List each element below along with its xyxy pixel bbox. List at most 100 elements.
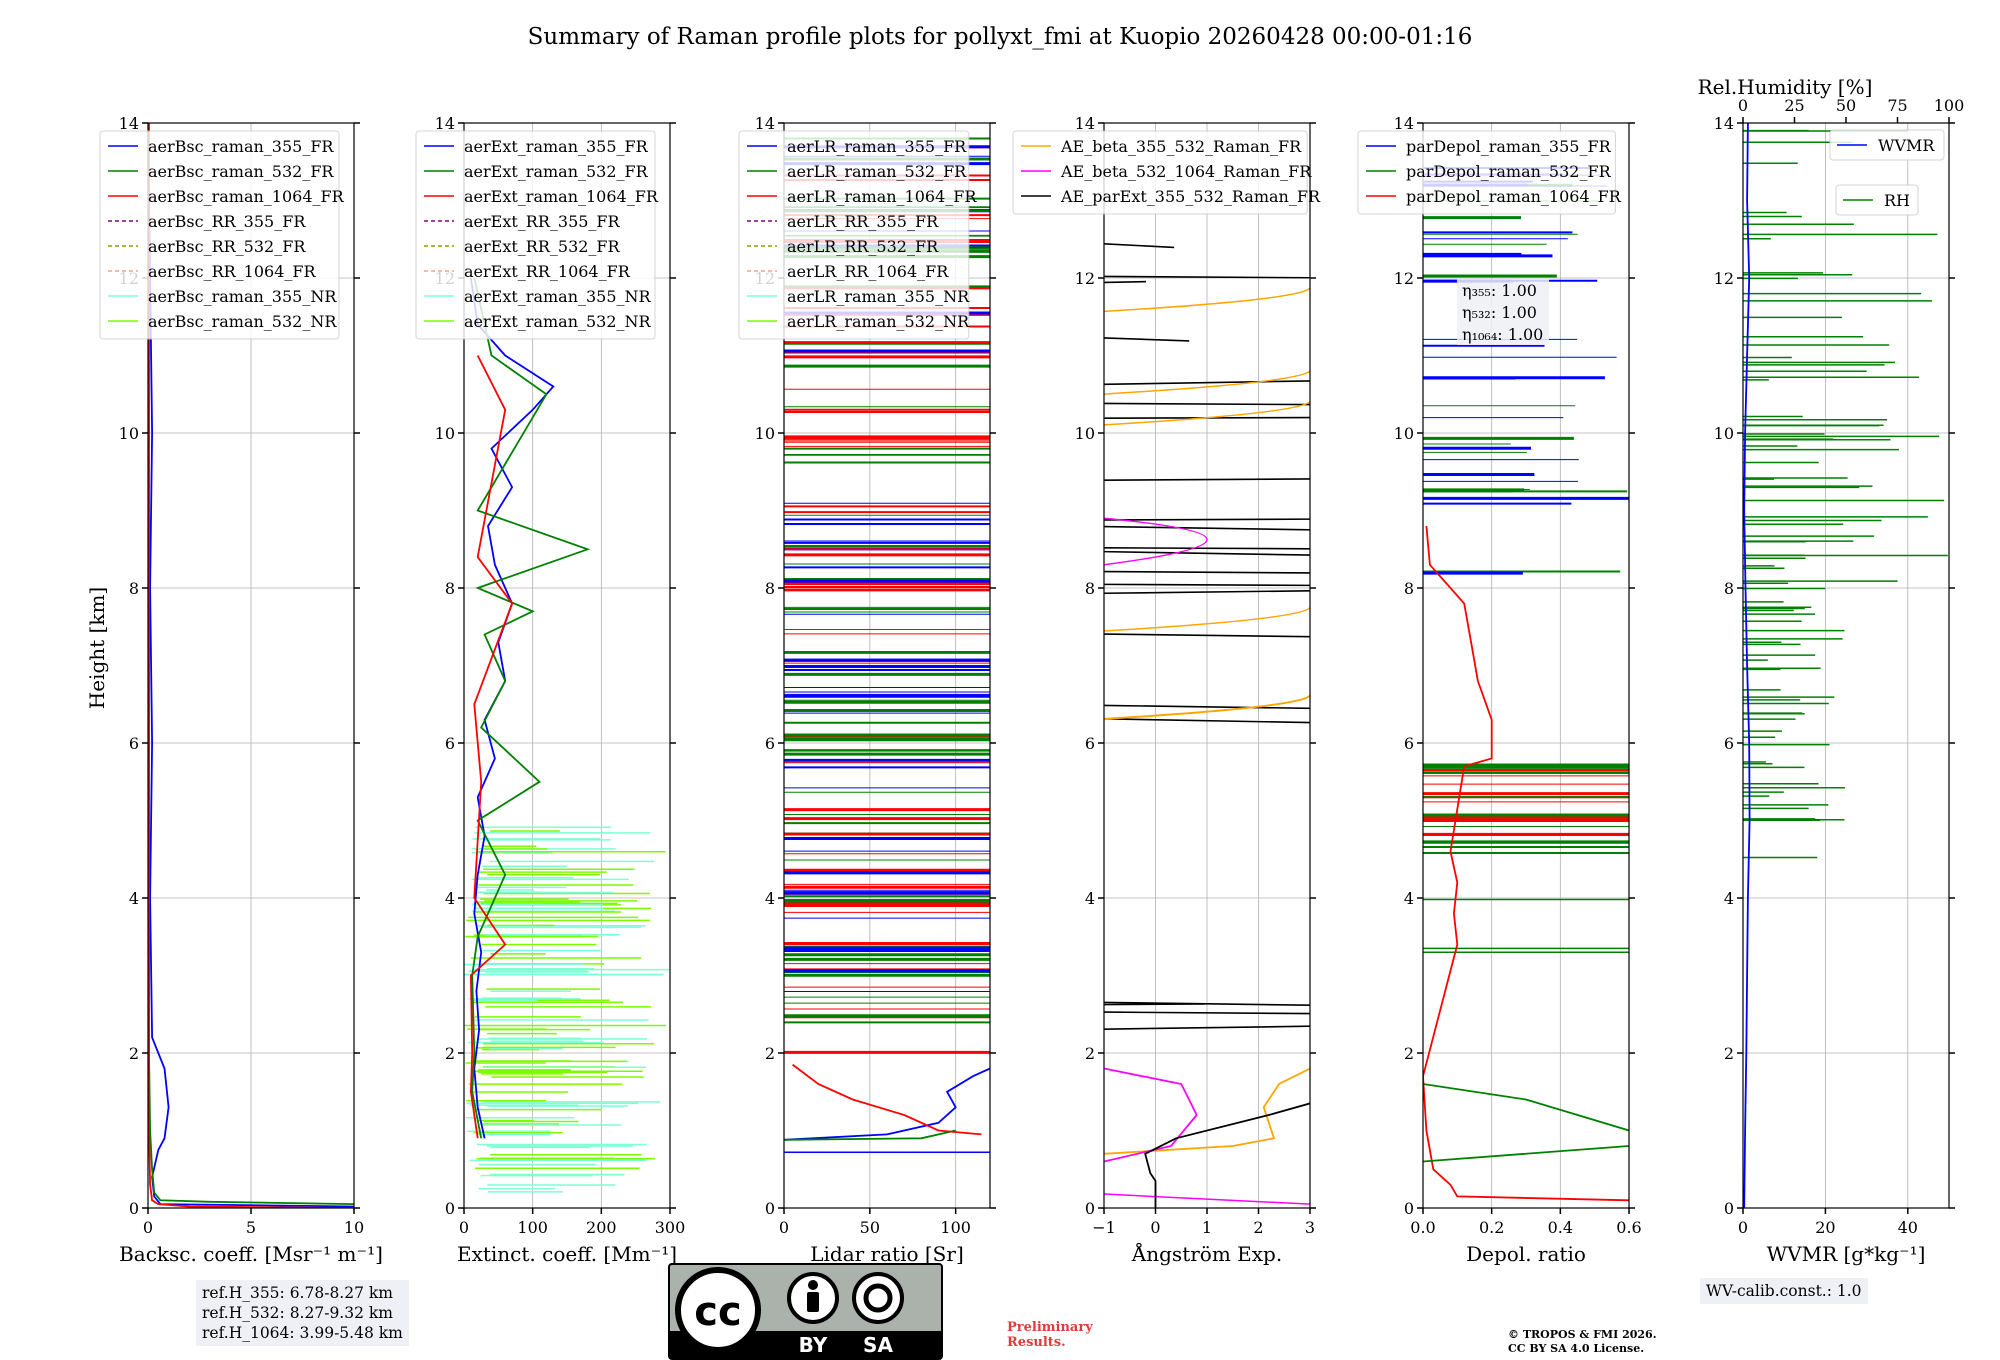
legend-label: aerExt_raman_355_NR [464, 287, 652, 306]
legend-label: AE_parExt_355_532_Raman_FR [1060, 187, 1321, 206]
top-tick-label: 75 [1887, 96, 1907, 115]
series-aerExt_raman_532_FR [471, 277, 591, 1139]
series-aerLR_raman_1064_FR [792, 1063, 982, 1136]
axes-frame [463, 122, 671, 1209]
preliminary-line2: Results. [1007, 1335, 1066, 1350]
ae-segment [1104, 1025, 1310, 1030]
legend-label: parDepol_raman_355_FR [1406, 137, 1612, 156]
x-tick-label: −1 [1092, 1218, 1116, 1237]
y-tick-label: 2 [765, 1044, 775, 1063]
x-tick-label: 100 [940, 1218, 971, 1237]
top-tick-label: 50 [1836, 96, 1856, 115]
copyright-line1: © TROPOS & FMI 2026. [1508, 1328, 1657, 1341]
y-tick-label: 0 [1724, 1199, 1734, 1218]
ae-segment [1104, 337, 1190, 342]
legend-label: aerLR_raman_532_NR [787, 312, 970, 331]
x-tick-label: 0.2 [1479, 1218, 1504, 1237]
legend-label: parDepol_raman_532_FR [1406, 162, 1612, 181]
legend-box [99, 130, 340, 340]
legend-label: aerExt_RR_355_FR [464, 212, 621, 231]
series-WVMR [1743, 123, 1751, 1208]
y-tick-label: 6 [129, 734, 139, 753]
ae-segment [1104, 280, 1146, 284]
y-tick-label: 12 [1075, 269, 1095, 288]
y-tick-label: 6 [1085, 734, 1095, 753]
top-tick-label: 25 [1784, 96, 1804, 115]
legend-label: aerLR_raman_355_NR [787, 287, 970, 306]
x-axis-label: Backsc. coeff. [Msr⁻¹ m⁻¹] [119, 1242, 383, 1266]
y-tick-label: 14 [1075, 114, 1095, 133]
ae-segment [1104, 380, 1310, 386]
series-AE_beta_532_1064_Raman_FR [1104, 1067, 1198, 1163]
series-AE_beta_355_532_Raman_FR [1104, 1067, 1310, 1155]
y-axis-label: Height [km] [85, 587, 109, 709]
ae-curve [1104, 370, 1310, 395]
eta-label: η₃₅₅: 1.00 [1462, 281, 1537, 300]
y-tick-label: 0 [1085, 1199, 1095, 1218]
ae-segment [1104, 589, 1310, 595]
legend-box [1829, 129, 1945, 161]
legend-label: aerLR_raman_355_FR [787, 137, 967, 156]
axes-frame [147, 122, 355, 1209]
x-tick-label: 0 [459, 1218, 469, 1237]
x-tick-label: 2 [1253, 1218, 1263, 1237]
copyright-note: © TROPOS & FMI 2026. CC BY SA 4.0 Licens… [1508, 1328, 1657, 1356]
ae-curve [1104, 695, 1310, 720]
y-tick-label: 4 [1724, 889, 1734, 908]
series-AE_parExt_355_532_Raman_FR [1144, 1102, 1310, 1208]
y-tick-label: 12 [1714, 269, 1734, 288]
series-aerExt_raman_355_FR [470, 277, 555, 1139]
axes-frame [1103, 122, 1311, 1209]
by-text: BY [799, 1333, 828, 1357]
legend-rh: RH [1835, 184, 1919, 216]
cc-by-sa-logo: cc BY SA [668, 1263, 943, 1360]
ae-segment [1104, 1001, 1310, 1006]
legend-label: AE_beta_355_532_Raman_FR [1060, 137, 1302, 156]
sa-text: SA [863, 1333, 893, 1357]
legend-label: aerBsc_RR_532_FR [148, 237, 306, 256]
axes-frame [1422, 122, 1630, 1209]
x-tick-label: 0 [1150, 1218, 1160, 1237]
y-tick-label: 2 [1724, 1044, 1734, 1063]
ae-segment [1104, 402, 1310, 406]
legend-label: aerBsc_raman_355_NR [148, 287, 337, 306]
legend-label: aerLR_RR_532_FR [787, 237, 939, 256]
top-tick-label: 0 [1738, 96, 1748, 115]
preliminary-results-note: Preliminary Results. [1007, 1320, 1093, 1350]
y-tick-label: 8 [1085, 579, 1095, 598]
axes-frame [783, 122, 991, 1209]
series-parDepol_raman_1064_FR [1423, 525, 1629, 1202]
series-aerBsc_raman_1064_FR [148, 123, 354, 1208]
profile-lines [1743, 129, 1948, 859]
profile-lines [1104, 242, 1310, 1205]
y-tick-label: 4 [129, 889, 139, 908]
legend-box [1012, 130, 1308, 215]
y-tick-label: 14 [1394, 114, 1414, 133]
legend-label: aerLR_RR_1064_FR [787, 262, 949, 281]
ref-532: ref.H_532: 8.27-9.32 km [202, 1304, 393, 1322]
x-tick-label: 200 [586, 1218, 617, 1237]
x-tick-label: 0 [143, 1218, 153, 1237]
legend-label: aerExt_raman_532_FR [464, 162, 649, 181]
legend-label: parDepol_raman_1064_FR [1406, 187, 1622, 206]
legend-label: aerBsc_RR_1064_FR [148, 262, 317, 281]
y-tick-label: 10 [119, 424, 139, 443]
annotation-box [1457, 279, 1549, 345]
legend-label: aerBsc_raman_532_NR [148, 312, 337, 331]
ae-segment [1104, 718, 1310, 724]
series-parDepol_raman_532_FR_b [1423, 1145, 1629, 1163]
legend-box [1357, 130, 1616, 215]
ref-1064: ref.H_1064: 3.99-5.48 km [202, 1324, 403, 1342]
series-aerLR_raman_532_FR [784, 1129, 956, 1141]
x-tick-label: 100 [517, 1218, 548, 1237]
legend-label: aerLR_raman_532_FR [787, 162, 967, 181]
x-tick-label: 0.6 [1616, 1218, 1641, 1237]
legend-label: WVMR [1878, 136, 1935, 155]
legend-box [1835, 184, 1919, 216]
ae-segment [1104, 242, 1175, 249]
legend-label: aerExt_raman_532_NR [464, 312, 652, 331]
legend-label: aerBsc_raman_355_FR [148, 137, 334, 156]
ae-segment [1104, 550, 1310, 556]
ae-curve [1104, 401, 1310, 426]
legend-wvmr: WVMR [1829, 129, 1945, 161]
